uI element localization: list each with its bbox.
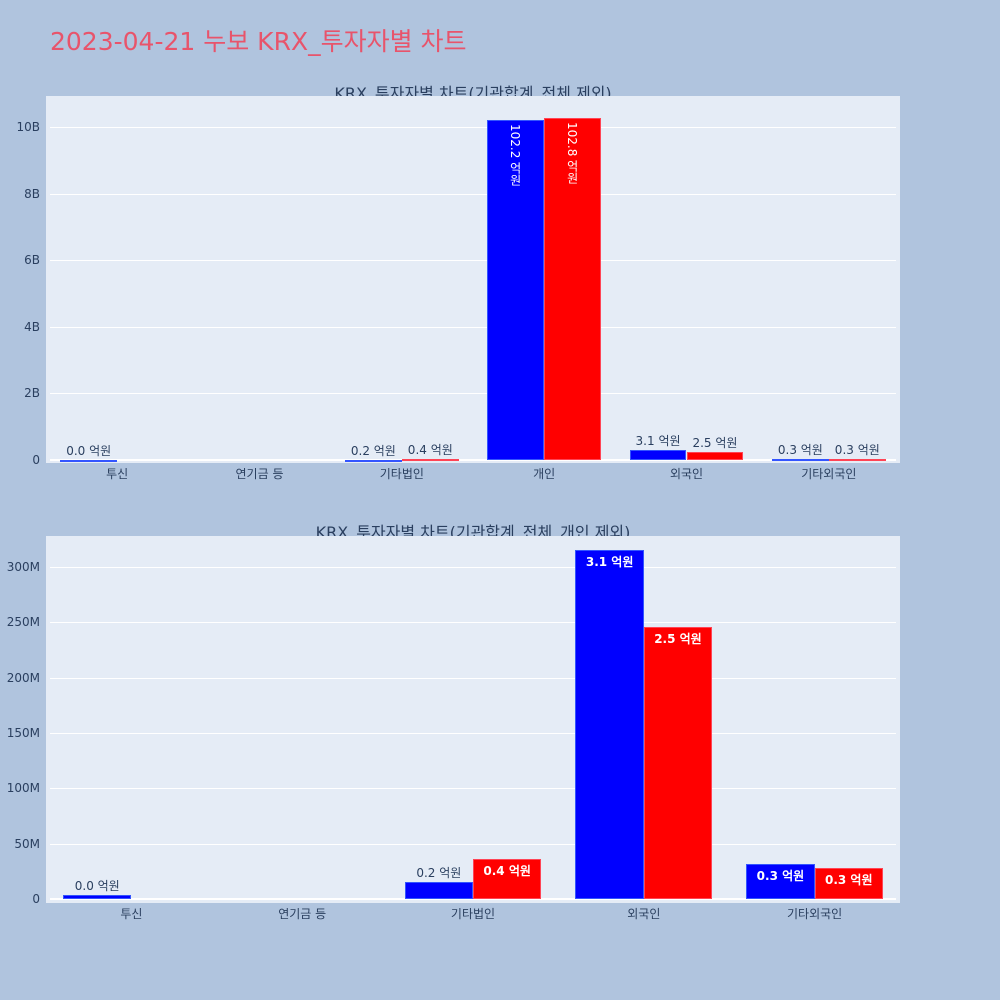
y-tick-label: 100M <box>6 781 40 796</box>
gridline <box>50 733 896 734</box>
y-tick-label: 0 <box>32 453 40 467</box>
gridline <box>50 327 896 328</box>
zero-line <box>50 898 896 900</box>
bar-value-label: 0.2 억원 <box>416 866 462 881</box>
y-tick-label: 0 <box>32 892 40 906</box>
y-tick-label: 8B <box>24 186 40 201</box>
x-tick-label: 기타외국인 <box>801 467 857 481</box>
bar-value-label: 102.2 억원 <box>508 123 523 186</box>
x-tick-label: 외국인 <box>627 907 661 921</box>
bar-value-label: 0.3 억원 <box>834 443 880 458</box>
bar-red[interactable] <box>544 117 602 460</box>
x-tick-label: 투신 <box>120 907 143 921</box>
bar-blue[interactable] <box>746 863 815 899</box>
x-tick-label: 연기금 등 <box>278 907 327 921</box>
bar-blue[interactable] <box>771 458 829 461</box>
bar-blue[interactable] <box>60 459 118 462</box>
y-tick-label: 10B <box>16 120 40 134</box>
bar-blue[interactable] <box>629 449 687 460</box>
bar-red[interactable] <box>401 458 459 461</box>
bar-value-label: 2.5 억원 <box>692 435 738 450</box>
y-tick-label: 200M <box>6 670 40 685</box>
gridline <box>50 844 896 845</box>
bar-value-label: 0.3 억원 <box>777 442 823 457</box>
y-tick-label: 4B <box>24 319 40 334</box>
y-tick-label: 150M <box>6 726 40 740</box>
page-title: 2023-04-21 누보 KRX_투자자별 차트 <box>50 27 467 56</box>
x-tick-label: 기타외국인 <box>786 907 843 921</box>
bar-value-label: 2.5 억원 <box>654 631 702 646</box>
bar-value-label: 0.3 억원 <box>824 873 873 887</box>
gridline <box>50 678 896 679</box>
y-tick-label: 50M <box>14 836 40 851</box>
gridline <box>50 788 896 789</box>
bar-red[interactable] <box>686 451 744 460</box>
bar-value-label: 0.4 억원 <box>407 442 453 457</box>
bar-red[interactable] <box>643 626 713 899</box>
x-tick-label: 기타법인 <box>379 467 424 481</box>
bar-red[interactable] <box>828 459 886 462</box>
bar-value-label: 102.8 억원 <box>565 121 580 184</box>
gridline <box>50 622 896 623</box>
bar-blue[interactable] <box>404 882 473 899</box>
y-tick-label: 300M <box>6 560 40 574</box>
plot-area <box>46 536 900 903</box>
gridline <box>50 393 896 394</box>
y-tick-label: 6B <box>24 253 40 268</box>
bar-value-label: 0.2 억원 <box>350 443 396 458</box>
bar-value-label: 0.4 억원 <box>483 864 531 879</box>
bar-blue[interactable] <box>575 550 644 899</box>
x-tick-label: 연기금 등 <box>235 467 284 481</box>
x-tick-label: 외국인 <box>669 467 704 481</box>
zero-line <box>50 459 896 461</box>
bar-value-label: 0.3 억원 <box>756 868 805 883</box>
bar-blue[interactable] <box>63 895 132 899</box>
bar-blue[interactable] <box>487 119 545 460</box>
bar-red[interactable] <box>473 859 542 899</box>
gridline <box>50 127 896 128</box>
y-tick-label: 250M <box>6 615 40 630</box>
bar-red[interactable] <box>814 868 883 899</box>
x-tick-label: 개인 <box>533 467 556 481</box>
gridline <box>50 567 896 568</box>
x-tick-label: 기타법인 <box>450 907 496 921</box>
gridline <box>50 260 896 261</box>
bar-value-label: 0.0 억원 <box>66 443 112 458</box>
bar-blue[interactable] <box>344 459 402 462</box>
plot-area <box>46 96 900 463</box>
gridline <box>50 194 896 195</box>
bar-value-label: 3.1 억원 <box>585 555 634 570</box>
y-tick-label: 2B <box>24 386 40 401</box>
bar-value-label: 0.0 억원 <box>74 879 120 894</box>
x-tick-label: 투신 <box>106 467 129 481</box>
bar-value-label: 3.1 억원 <box>635 433 681 448</box>
